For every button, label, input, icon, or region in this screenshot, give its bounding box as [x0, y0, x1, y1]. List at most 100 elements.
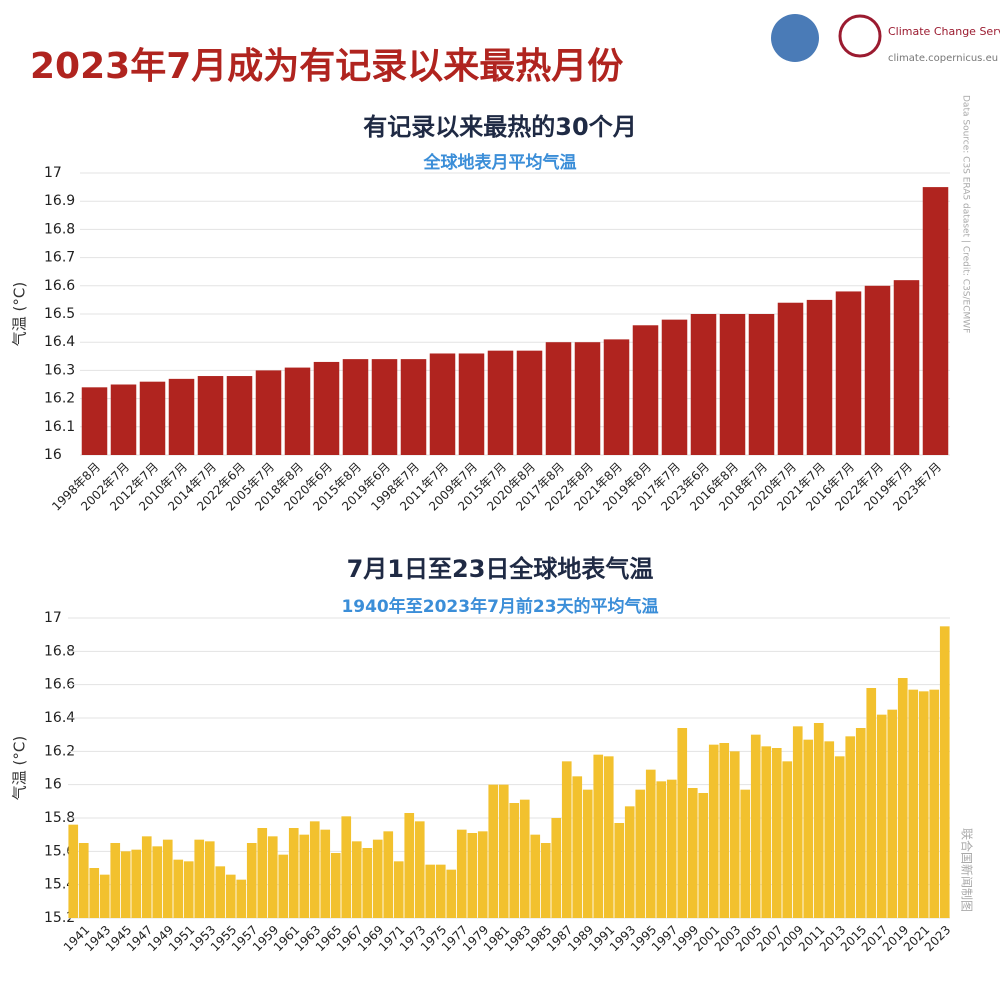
chart-title: 有记录以来最热的30个月	[363, 113, 636, 141]
bar	[661, 319, 688, 455]
bar	[110, 384, 137, 455]
bar	[299, 834, 310, 918]
bar	[582, 789, 593, 918]
y-tick-label: 16.6	[44, 677, 75, 693]
bar	[393, 861, 404, 918]
y-tick-label: 15.2	[44, 910, 75, 926]
bar	[257, 828, 268, 918]
bar	[729, 751, 740, 918]
bar	[922, 187, 949, 455]
bar	[876, 714, 887, 918]
y-tick-label: 17	[44, 165, 62, 181]
bar	[939, 626, 950, 918]
bar	[519, 799, 530, 918]
bar	[429, 353, 456, 455]
bar	[645, 769, 656, 918]
y-tick-label: 16.5	[44, 306, 75, 322]
bar	[750, 734, 761, 918]
bar	[530, 834, 541, 918]
bar	[487, 350, 514, 455]
y-tick-label: 16.6	[44, 278, 75, 294]
bar	[516, 350, 543, 455]
bar	[845, 736, 856, 918]
bar	[131, 849, 142, 918]
bar	[864, 285, 891, 455]
bar	[687, 788, 698, 918]
bar	[824, 741, 835, 918]
y-tick-label: 16.4	[44, 334, 75, 350]
bar	[81, 387, 108, 455]
bar	[835, 291, 862, 455]
y-axis-label: 气温 (°C)	[11, 736, 29, 800]
bar	[593, 754, 604, 918]
bar	[313, 361, 340, 455]
bar	[372, 839, 383, 918]
bar	[194, 839, 205, 918]
bar	[467, 833, 478, 918]
y-tick-label: 15.4	[44, 877, 75, 893]
logo-url: climate.copernicus.eu	[888, 53, 998, 64]
bar	[887, 709, 898, 918]
bar	[404, 813, 415, 918]
bar	[635, 789, 646, 918]
bar	[540, 843, 551, 918]
y-tick-label: 17	[44, 610, 62, 626]
bar	[690, 314, 717, 455]
y-tick-label: 16.8	[44, 221, 75, 237]
y-tick-label: 16.9	[44, 193, 75, 209]
bar	[168, 378, 195, 455]
bar	[603, 339, 630, 455]
bar	[834, 756, 845, 918]
bar	[803, 739, 814, 918]
bar	[908, 689, 919, 918]
bar	[89, 868, 100, 918]
y-tick-label: 15.6	[44, 843, 75, 859]
bar	[782, 761, 793, 918]
chart-title: 7月1日至23日全球地表气温	[347, 555, 654, 583]
bar	[698, 793, 709, 918]
y-tick-label: 16	[44, 447, 62, 463]
bar	[488, 784, 499, 918]
bar	[371, 359, 398, 455]
bar	[183, 861, 194, 918]
bar	[551, 818, 562, 918]
logo-name: Climate Change Service	[888, 25, 1000, 38]
bar	[719, 314, 746, 455]
bar	[120, 851, 131, 918]
bar	[341, 816, 352, 918]
bar	[792, 726, 803, 918]
bar	[777, 302, 804, 455]
y-tick-label: 16.2	[44, 743, 75, 759]
bar	[342, 359, 369, 455]
bar	[632, 325, 659, 455]
bar	[677, 728, 688, 918]
bar	[656, 781, 667, 918]
bar	[761, 746, 772, 918]
bar	[99, 874, 110, 918]
bar	[139, 381, 166, 455]
bar	[173, 859, 184, 918]
bar	[572, 776, 583, 918]
bar	[719, 743, 730, 918]
bar	[414, 821, 425, 918]
bar	[748, 314, 775, 455]
bar	[204, 841, 215, 918]
bar	[708, 744, 719, 918]
bar	[435, 864, 446, 918]
bar	[400, 359, 427, 455]
bar	[425, 864, 436, 918]
bar	[458, 353, 485, 455]
y-tick-label: 16.2	[44, 391, 75, 407]
bar	[225, 874, 236, 918]
bar	[362, 848, 373, 918]
bar	[561, 761, 572, 918]
y-tick-label: 16.7	[44, 250, 75, 266]
chart-subtitle: 全球地表月平均气温	[423, 152, 577, 173]
bar	[603, 756, 614, 918]
bar	[855, 728, 866, 918]
bar	[255, 370, 282, 455]
bar	[236, 879, 247, 918]
bar	[267, 836, 278, 918]
bar	[666, 779, 677, 918]
bar	[68, 824, 79, 918]
